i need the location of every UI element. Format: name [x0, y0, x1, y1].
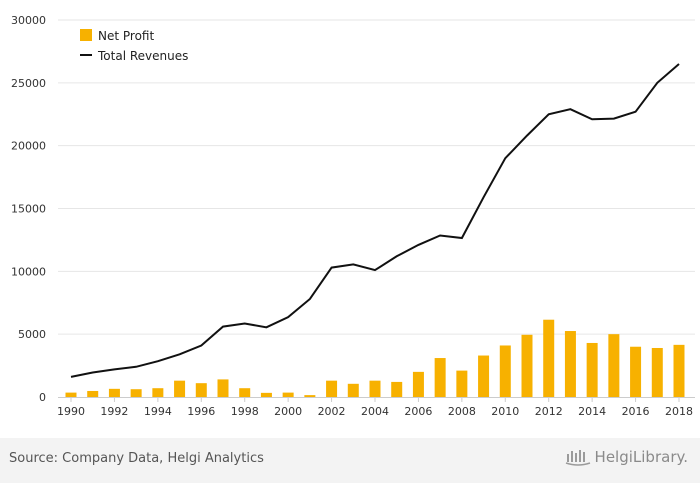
y-tick-label: 20000 [11, 140, 46, 153]
net-profit-bar [499, 345, 511, 397]
x-tick-label: 2012 [535, 405, 563, 418]
x-tick-label: 2006 [404, 405, 432, 418]
x-tick-label: 1992 [100, 405, 128, 418]
net-profit-bar [108, 388, 120, 397]
net-profit-bar [478, 355, 490, 397]
legend-label-net-profit: Net Profit [98, 29, 154, 43]
net-profit-bar [65, 392, 77, 397]
x-tick-label: 2018 [665, 405, 693, 418]
x-tick-label: 2002 [318, 405, 346, 418]
gridlines [58, 19, 695, 335]
x-tick-label: 2004 [361, 405, 389, 418]
x-axis-tick-labels: 1990 1992 1994 1996 1998 2000 2002 2004 2006 2008… [57, 397, 693, 418]
net-profit-bar [174, 380, 186, 397]
source-text: Source: Company Data, Helgi Analytics [9, 451, 264, 466]
net-profit-bar [347, 383, 359, 397]
brand[interactable]: HelgiLibrary. [565, 448, 688, 466]
x-tick-label: 1990 [57, 405, 85, 418]
y-tick-label: 10000 [11, 265, 46, 278]
legend[interactable]: Net Profit Total Revenues [80, 29, 188, 63]
net-profit-bar [304, 395, 316, 397]
net-profit-bar [543, 319, 555, 397]
x-tick-label: 2014 [578, 405, 606, 418]
net-profit-bar [521, 334, 533, 397]
net-profit-bar [369, 380, 381, 397]
net-profit-bars [65, 319, 685, 397]
x-tick-label: 2016 [622, 405, 650, 418]
net-profit-bar [412, 371, 424, 397]
x-tick-label: 2010 [491, 405, 519, 418]
net-profit-bar [239, 388, 251, 397]
x-tick-label: 1994 [144, 405, 172, 418]
y-axis-tick-labels: 0 5000 10000 15000 20000 25000 30000 [11, 14, 46, 404]
net-profit-bar [130, 389, 142, 397]
net-profit-bar [152, 388, 164, 397]
net-profit-bar [651, 347, 663, 397]
net-profit-bar [260, 392, 272, 397]
net-profit-bar [673, 344, 685, 397]
x-tick-label: 2000 [274, 405, 302, 418]
legend-swatch-net-profit [80, 29, 92, 41]
net-profit-bar [282, 392, 294, 397]
net-profit-bar [586, 342, 598, 397]
y-tick-label: 30000 [11, 14, 46, 27]
net-profit-bar [87, 390, 99, 397]
footer: Source: Company Data, Helgi Analytics He… [0, 438, 700, 483]
x-tick-label: 1998 [231, 405, 259, 418]
net-profit-bar [217, 379, 229, 397]
y-tick-label: 25000 [11, 77, 46, 90]
legend-label-total-revenues: Total Revenues [97, 49, 188, 63]
net-profit-bar [608, 334, 620, 397]
net-profit-bar [195, 383, 207, 397]
net-profit-bar [434, 358, 446, 397]
x-tick-label: 2008 [448, 405, 476, 418]
brand-name: HelgiLibrary. [594, 448, 688, 466]
net-profit-bar [456, 370, 468, 397]
net-profit-bar [630, 346, 642, 397]
y-tick-label: 5000 [18, 328, 46, 341]
y-tick-label: 0 [39, 391, 46, 404]
y-tick-label: 15000 [11, 203, 46, 216]
net-profit-bar [564, 331, 576, 397]
helgi-library-logo-icon [565, 450, 590, 466]
net-profit-bar [326, 380, 338, 397]
total-revenues-line [70, 63, 680, 378]
net-profit-bar [391, 381, 403, 397]
x-tick-label: 1996 [187, 405, 215, 418]
